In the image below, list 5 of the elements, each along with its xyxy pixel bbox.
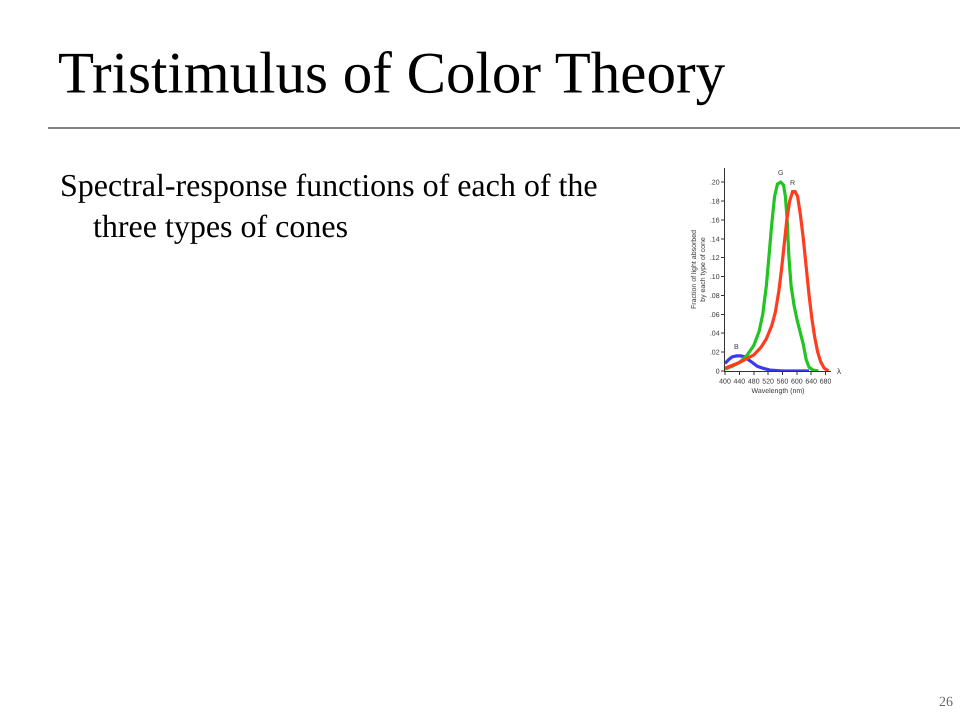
- text: Spectral-response functions of each of the three types of cones: [60, 167, 598, 244]
- text: 26: [939, 695, 953, 710]
- text: λ: [837, 367, 841, 376]
- line-series: [725, 354, 811, 371]
- chart-title: Tristimulus of Color Theory: [58, 40, 726, 106]
